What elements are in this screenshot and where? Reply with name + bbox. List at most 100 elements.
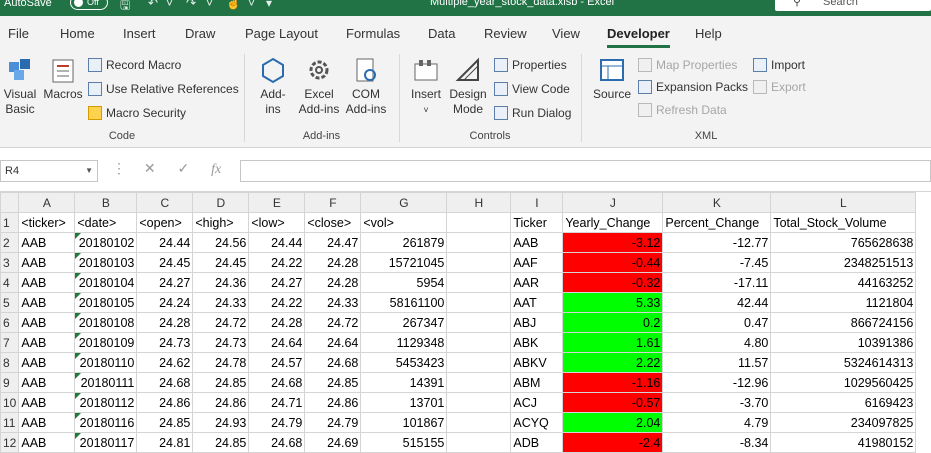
cell-F8[interactable]: 24.68 — [304, 352, 362, 373]
cell-H10[interactable] — [446, 392, 512, 413]
cell-J3[interactable]: -0.44 — [562, 252, 664, 273]
tab-help[interactable]: Help — [695, 26, 722, 41]
cell-C1[interactable]: <open> — [136, 212, 194, 233]
macro-security-button[interactable]: Macro Security — [88, 104, 186, 122]
undo-dropdown-icon[interactable]: ˅ — [166, 0, 174, 10]
column-header-G[interactable]: G — [360, 192, 448, 213]
cell-A9[interactable]: AAB — [18, 372, 76, 393]
cell-B2[interactable]: 20180102 — [74, 232, 138, 253]
cancel-icon[interactable]: ✕ — [143, 160, 156, 176]
column-header-E[interactable]: E — [248, 192, 306, 213]
expansion-packs-button[interactable]: Expansion Packs — [638, 78, 748, 96]
tab-view[interactable]: View — [552, 26, 580, 41]
tab-review[interactable]: Review — [484, 26, 527, 41]
cell-E8[interactable]: 24.57 — [248, 352, 306, 373]
cell-L2[interactable]: 765628638 — [770, 232, 917, 253]
cell-D5[interactable]: 24.33 — [192, 292, 250, 313]
cell-G10[interactable]: 13701 — [360, 392, 448, 413]
column-header-H[interactable]: H — [446, 192, 512, 213]
row-header[interactable]: 4 — [0, 272, 20, 293]
cell-G6[interactable]: 267347 — [360, 312, 448, 333]
cell-K1[interactable]: Percent_Change — [662, 212, 772, 233]
add-ins-button[interactable]: Add- ins — [254, 56, 292, 117]
xml-source-button[interactable]: Source — [590, 56, 634, 102]
cell-F6[interactable]: 24.72 — [304, 312, 362, 333]
relative-references-button[interactable]: Use Relative References — [88, 80, 239, 98]
cell-I5[interactable]: AAT — [510, 292, 564, 313]
cell-E7[interactable]: 24.64 — [248, 332, 306, 353]
touch-mode-icon[interactable]: ☝ — [226, 0, 241, 10]
row-header[interactable]: 12 — [0, 432, 20, 453]
redo-dropdown-icon[interactable]: ˅ — [206, 0, 214, 10]
cell-L9[interactable]: 1029560425 — [770, 372, 917, 393]
row-header[interactable]: 7 — [0, 332, 20, 353]
tab-page-layout[interactable]: Page Layout — [245, 26, 319, 41]
tab-developer[interactable]: Developer — [607, 26, 670, 48]
cell-E1[interactable]: <low> — [248, 212, 306, 233]
cell-E5[interactable]: 24.22 — [248, 292, 306, 313]
cell-F7[interactable]: 24.64 — [304, 332, 362, 353]
cell-E3[interactable]: 24.22 — [248, 252, 306, 273]
cell-A1[interactable]: <ticker> — [18, 212, 76, 233]
cell-L5[interactable]: 1121804 — [770, 292, 917, 313]
column-header-L[interactable]: L — [770, 192, 917, 213]
cell-K9[interactable]: -12.96 — [662, 372, 772, 393]
tab-insert[interactable]: Insert — [123, 26, 156, 41]
view-code-button[interactable]: View Code — [494, 80, 570, 98]
row-header[interactable]: 5 — [0, 292, 20, 313]
cell-B12[interactable]: 20180117 — [74, 432, 138, 453]
cell-A7[interactable]: AAB — [18, 332, 76, 353]
touch-dropdown-icon[interactable]: ˅ — [248, 0, 256, 10]
column-header-A[interactable]: A — [18, 192, 76, 213]
row-header[interactable]: 3 — [0, 252, 20, 273]
cell-D7[interactable]: 24.73 — [192, 332, 250, 353]
row-header[interactable]: 2 — [0, 232, 20, 253]
cell-F4[interactable]: 24.28 — [304, 272, 362, 293]
run-dialog-button[interactable]: Run Dialog — [494, 104, 571, 122]
cell-G5[interactable]: 58161100 — [360, 292, 448, 313]
cell-L4[interactable]: 44163252 — [770, 272, 917, 293]
cell-A11[interactable]: AAB — [18, 412, 76, 433]
redo-icon[interactable]: ↷ — [186, 0, 197, 10]
cell-H4[interactable] — [446, 272, 512, 293]
cell-H8[interactable] — [446, 352, 512, 373]
column-header-K[interactable]: K — [662, 192, 772, 213]
cell-B10[interactable]: 20180112 — [74, 392, 138, 413]
cell-B1[interactable]: <date> — [74, 212, 138, 233]
cell-K3[interactable]: -7.45 — [662, 252, 772, 273]
cell-A8[interactable]: AAB — [18, 352, 76, 373]
cell-H9[interactable] — [446, 372, 512, 393]
cell-D8[interactable]: 24.78 — [192, 352, 250, 373]
visual-basic-button[interactable]: Visual Basic — [2, 56, 38, 117]
tab-home[interactable]: Home — [60, 26, 95, 41]
cell-K6[interactable]: 0.47 — [662, 312, 772, 333]
cell-K2[interactable]: -12.77 — [662, 232, 772, 253]
cell-E6[interactable]: 24.28 — [248, 312, 306, 333]
cell-D2[interactable]: 24.56 — [192, 232, 250, 253]
cell-G4[interactable]: 5954 — [360, 272, 448, 293]
cell-L3[interactable]: 2348251513 — [770, 252, 917, 273]
cell-H5[interactable] — [446, 292, 512, 313]
cell-F2[interactable]: 24.47 — [304, 232, 362, 253]
cell-A12[interactable]: AAB — [18, 432, 76, 453]
row-header[interactable]: 10 — [0, 392, 20, 413]
cell-C5[interactable]: 24.24 — [136, 292, 194, 313]
cell-F10[interactable]: 24.86 — [304, 392, 362, 413]
cell-J7[interactable]: 1.61 — [562, 332, 664, 353]
cell-J1[interactable]: Yearly_Change — [562, 212, 664, 233]
cell-H7[interactable] — [446, 332, 512, 353]
cell-L11[interactable]: 234097825 — [770, 412, 917, 433]
cell-I3[interactable]: AAF — [510, 252, 564, 273]
cell-C3[interactable]: 24.45 — [136, 252, 194, 273]
cell-J4[interactable]: -0.32 — [562, 272, 664, 293]
save-icon[interactable]: 🖫 — [120, 0, 131, 12]
cell-B6[interactable]: 20180108 — [74, 312, 138, 333]
cell-K8[interactable]: 11.57 — [662, 352, 772, 373]
cell-B11[interactable]: 20180116 — [74, 412, 138, 433]
column-header-I[interactable]: I — [510, 192, 564, 213]
cell-G1[interactable]: <vol> — [360, 212, 448, 233]
cell-H2[interactable] — [446, 232, 512, 253]
macros-button[interactable]: Macros — [42, 56, 84, 102]
cell-J10[interactable]: -0.57 — [562, 392, 664, 413]
